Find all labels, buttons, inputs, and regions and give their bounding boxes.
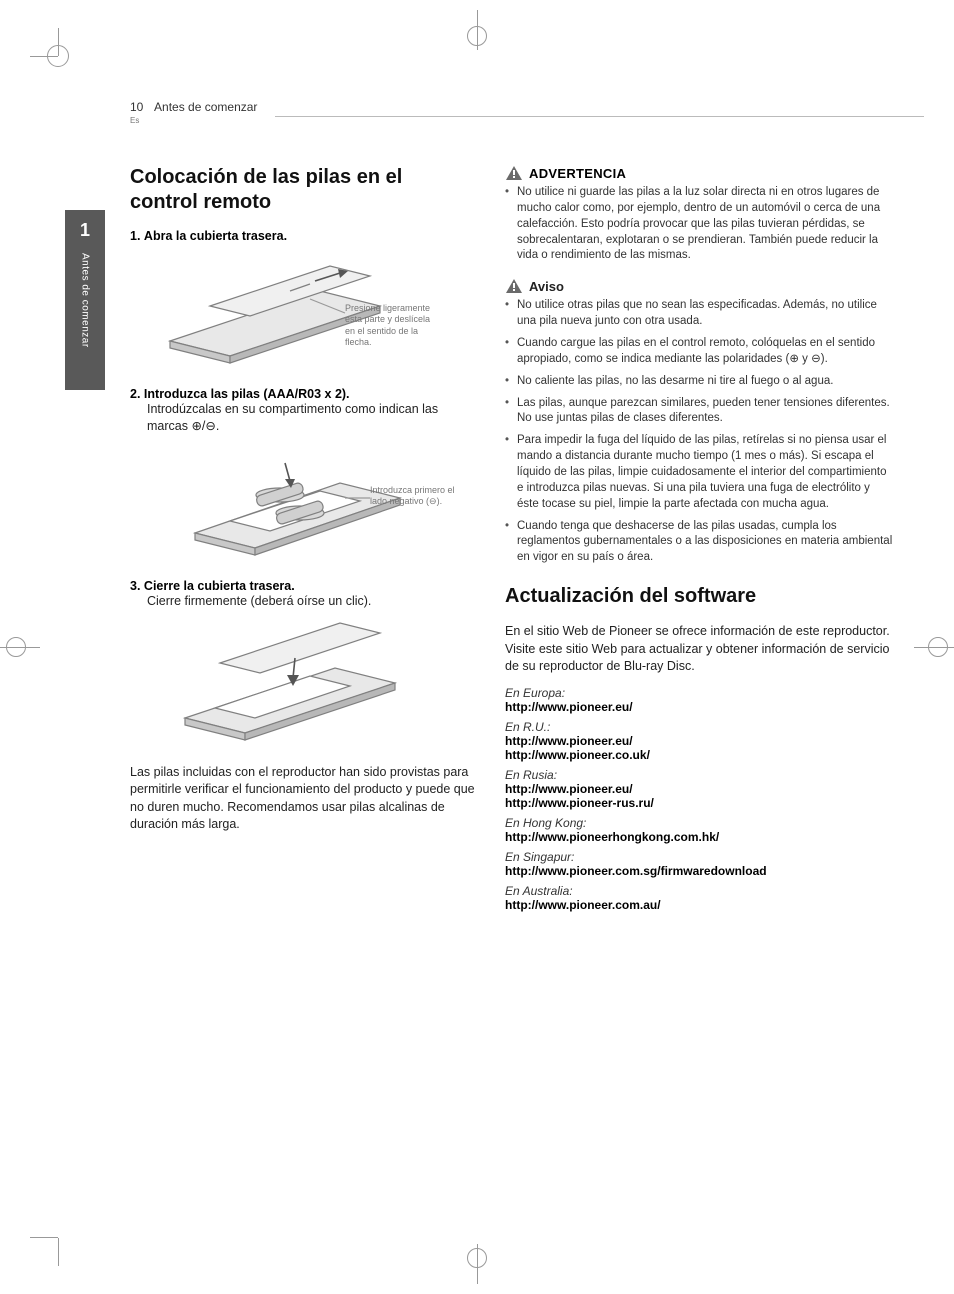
region-hongkong: En Hong Kong: http://www.pioneerhongkong…: [505, 816, 894, 844]
notice-item: Cuando tenga que deshacerse de las pilas…: [505, 519, 894, 567]
region-australia: En Australia: http://www.pioneer.com.au/: [505, 884, 894, 912]
step-3: 3. Cierre la cubierta trasera. Cierre fi…: [130, 579, 475, 748]
step-title: Abra la cubierta trasera.: [144, 229, 287, 243]
software-intro: En el sitio Web de Pioneer se ofrece inf…: [505, 623, 894, 676]
notice-list: No utilice otras pilas que no sean las e…: [505, 298, 894, 566]
step-num: 3.: [130, 579, 140, 593]
notice-label: Aviso: [529, 279, 564, 294]
chapter-tab: 1 Antes de comenzar: [65, 210, 105, 390]
warning-item: No utilice ni guarde las pilas a la luz …: [505, 185, 894, 264]
step-num: 1.: [130, 229, 140, 243]
battery-heading: Colocación de las pilas en el control re…: [130, 165, 475, 215]
chapter-number: 1: [65, 220, 105, 241]
crop-mark: [30, 1237, 58, 1238]
figure-open-cover: Presione ligeramente esta parte y deslíc…: [160, 251, 475, 371]
region-url: http://www.pioneer.com.sg/firmwaredownlo…: [505, 864, 894, 878]
region-singapore: En Singapur: http://www.pioneer.com.sg/f…: [505, 850, 894, 878]
figure-caption: Introduzca primero el lado negativo (⊖).: [370, 485, 465, 508]
notice-icon: [505, 278, 523, 294]
figure-insert-batteries: Introduzca primero el lado negativo (⊖).: [190, 443, 475, 563]
step-title: Cierre la cubierta trasera.: [144, 579, 295, 593]
region-url: http://www.pioneer.eu/: [505, 700, 894, 714]
region-europe: En Europa: http://www.pioneer.eu/: [505, 686, 894, 714]
header-rule: [275, 116, 924, 117]
region-name: En Australia:: [505, 884, 573, 898]
region-url: http://www.pioneer.eu/: [505, 782, 894, 796]
region-list: En Europa: http://www.pioneer.eu/ En R.U…: [505, 686, 894, 912]
notice-item: Para impedir la fuga del líquido de las …: [505, 433, 894, 512]
header-section-title: Antes de comenzar: [154, 100, 257, 114]
step-desc: Introdúzcalas en su compartimento como i…: [147, 401, 475, 435]
warning-list: No utilice ni guarde las pilas a la luz …: [505, 185, 894, 264]
step-desc: Cierre firmemente (deberá oírse un clic)…: [147, 593, 475, 610]
right-column: ADVERTENCIA No utilice ni guarde las pil…: [505, 165, 894, 918]
step-num: 2.: [130, 387, 140, 401]
region-url: http://www.pioneer.eu/: [505, 734, 894, 748]
warning-label: ADVERTENCIA: [529, 166, 626, 181]
figure-close-cover: [175, 618, 475, 748]
region-name: En Europa:: [505, 686, 565, 700]
header-lang: Es: [130, 116, 257, 125]
notice-header: Aviso: [505, 278, 894, 294]
page: 10 Antes de comenzar Es 1 Antes de comen…: [130, 110, 894, 1254]
battery-note: Las pilas incluidas con el reproductor h…: [130, 764, 475, 834]
step-2: 2. Introduzca las pilas (AAA/R03 x 2). I…: [130, 387, 475, 563]
crop-mark: [6, 637, 26, 657]
notice-item: No utilice otras pilas que no sean las e…: [505, 298, 894, 330]
figure-caption: Presione ligeramente esta parte y deslíc…: [345, 303, 440, 348]
region-uk: En R.U.: http://www.pioneer.eu/ http://w…: [505, 720, 894, 762]
region-russia: En Rusia: http://www.pioneer.eu/ http://…: [505, 768, 894, 810]
warning-icon: [505, 165, 523, 181]
region-url: http://www.pioneer.com.au/: [505, 898, 894, 912]
running-header: 10 Antes de comenzar Es: [130, 100, 257, 125]
software-heading: Actualización del software: [505, 584, 894, 609]
region-url: http://www.pioneer-rus.ru/: [505, 796, 894, 810]
chapter-title: Antes de comenzar: [80, 253, 91, 348]
notice-item: No caliente las pilas, no las desarme ni…: [505, 374, 894, 390]
step-1: 1. Abra la cubierta trasera.: [130, 229, 475, 371]
region-name: En Singapur:: [505, 850, 574, 864]
notice-item: Cuando cargue las pilas en el control re…: [505, 336, 894, 368]
crop-mark: [467, 26, 487, 46]
crop-mark: [47, 45, 69, 67]
region-name: En Rusia:: [505, 768, 557, 782]
region-name: En Hong Kong:: [505, 816, 586, 830]
step-title: Introduzca las pilas (AAA/R03 x 2).: [144, 387, 350, 401]
crop-mark: [58, 1238, 59, 1266]
page-number: 10: [130, 100, 143, 114]
notice-item: Las pilas, aunque parezcan similares, pu…: [505, 396, 894, 428]
region-url: http://www.pioneerhongkong.com.hk/: [505, 830, 894, 844]
warning-header: ADVERTENCIA: [505, 165, 894, 181]
remote-illustration-3: [175, 618, 415, 748]
region-name: En R.U.:: [505, 720, 550, 734]
region-url: http://www.pioneer.co.uk/: [505, 748, 894, 762]
crop-mark: [928, 637, 948, 657]
left-column: Colocación de las pilas en el control re…: [130, 165, 475, 918]
